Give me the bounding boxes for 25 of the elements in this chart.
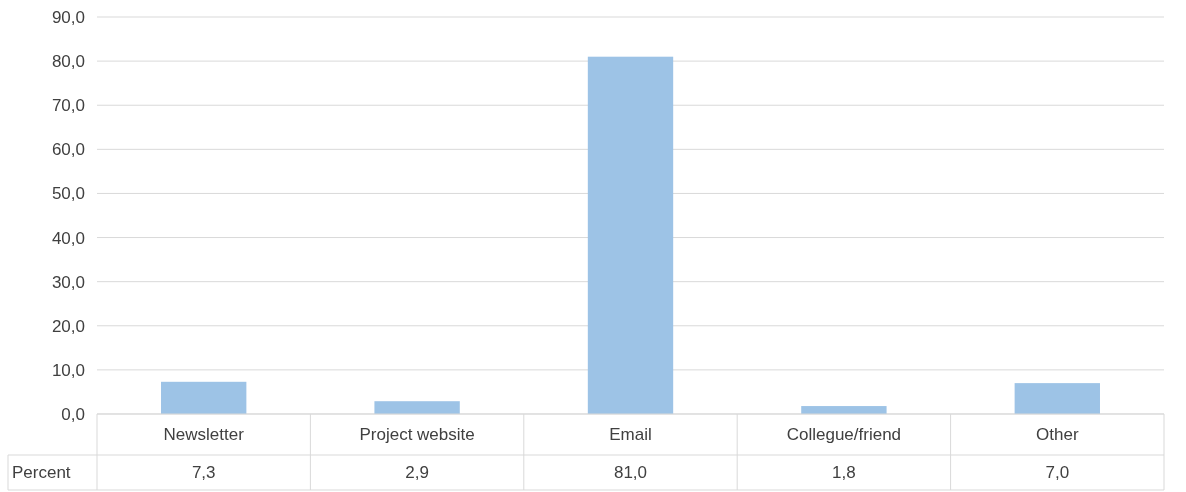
data-label: 1,8 (832, 463, 856, 483)
y-tick-label: 80,0 (51, 52, 85, 72)
bar (1014, 383, 1100, 414)
y-tick-label: 30,0 (51, 272, 85, 292)
bar (161, 381, 247, 414)
y-tick-label: 90,0 (51, 7, 85, 27)
y-tick-label: 40,0 (51, 228, 85, 248)
bar (587, 56, 674, 414)
x-tick-label: Project website (359, 425, 475, 445)
y-tick-label: 50,0 (51, 184, 85, 204)
y-tick-label: 60,0 (51, 140, 85, 160)
data-label: 81,0 (613, 463, 648, 483)
y-tick-label: 0,0 (61, 404, 85, 424)
x-tick-label: Newsletter (163, 425, 245, 445)
y-tick-label: 70,0 (51, 96, 85, 116)
data-label: 2,9 (405, 463, 429, 483)
bar (374, 401, 460, 414)
y-tick-label: 10,0 (51, 360, 85, 380)
x-tick-label: Email (609, 425, 652, 445)
x-tick-label: Other (1036, 425, 1079, 445)
y-tick-label: 20,0 (51, 316, 85, 336)
x-tick-label: Collegue/friend (786, 425, 902, 445)
data-label: 7,3 (191, 463, 216, 483)
data-label: 7,0 (1045, 463, 1070, 483)
text: Percent (12, 463, 71, 483)
